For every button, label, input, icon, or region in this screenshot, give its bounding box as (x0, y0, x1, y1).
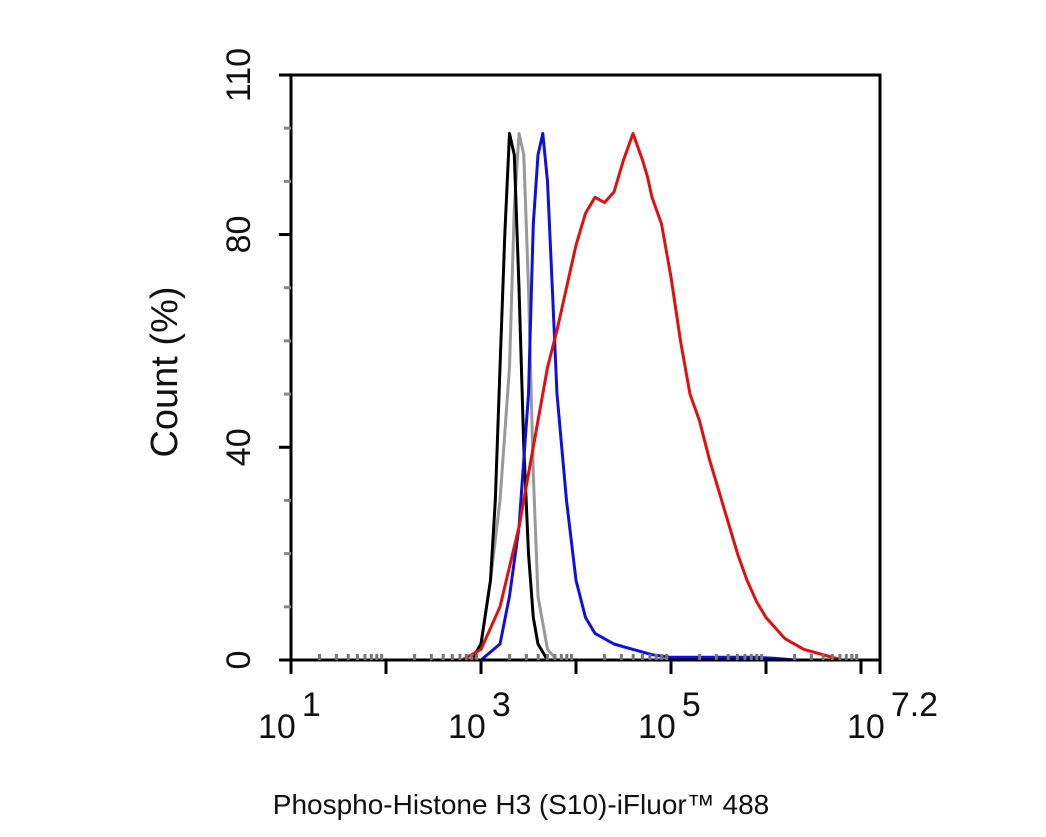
x-tick-label: 107.2 (847, 686, 938, 746)
x-tick-label: 103 (448, 686, 511, 746)
series-line-2 (470, 132, 549, 661)
y-tick-label: 40 (220, 428, 258, 466)
x-tick-label: 105 (638, 686, 701, 746)
y-tick-label: 80 (220, 216, 258, 254)
minor-ticks (284, 126, 859, 660)
x-axis-label: Phospho-Histone H3 (S10)-iFluor™ 488 (273, 789, 769, 820)
y-tick-label: 0 (220, 651, 258, 670)
plot-frame (289, 73, 882, 662)
axis-layer: 0 40 80 110 101 103 105 107.2 (220, 48, 938, 746)
y-axis-label: Count (%) (144, 286, 186, 457)
series-layer (461, 132, 843, 662)
x-tick-label: 101 (258, 686, 321, 746)
series-line-4 (461, 132, 843, 662)
series-line-1 (470, 132, 559, 662)
y-tick-label: 110 (220, 48, 258, 102)
